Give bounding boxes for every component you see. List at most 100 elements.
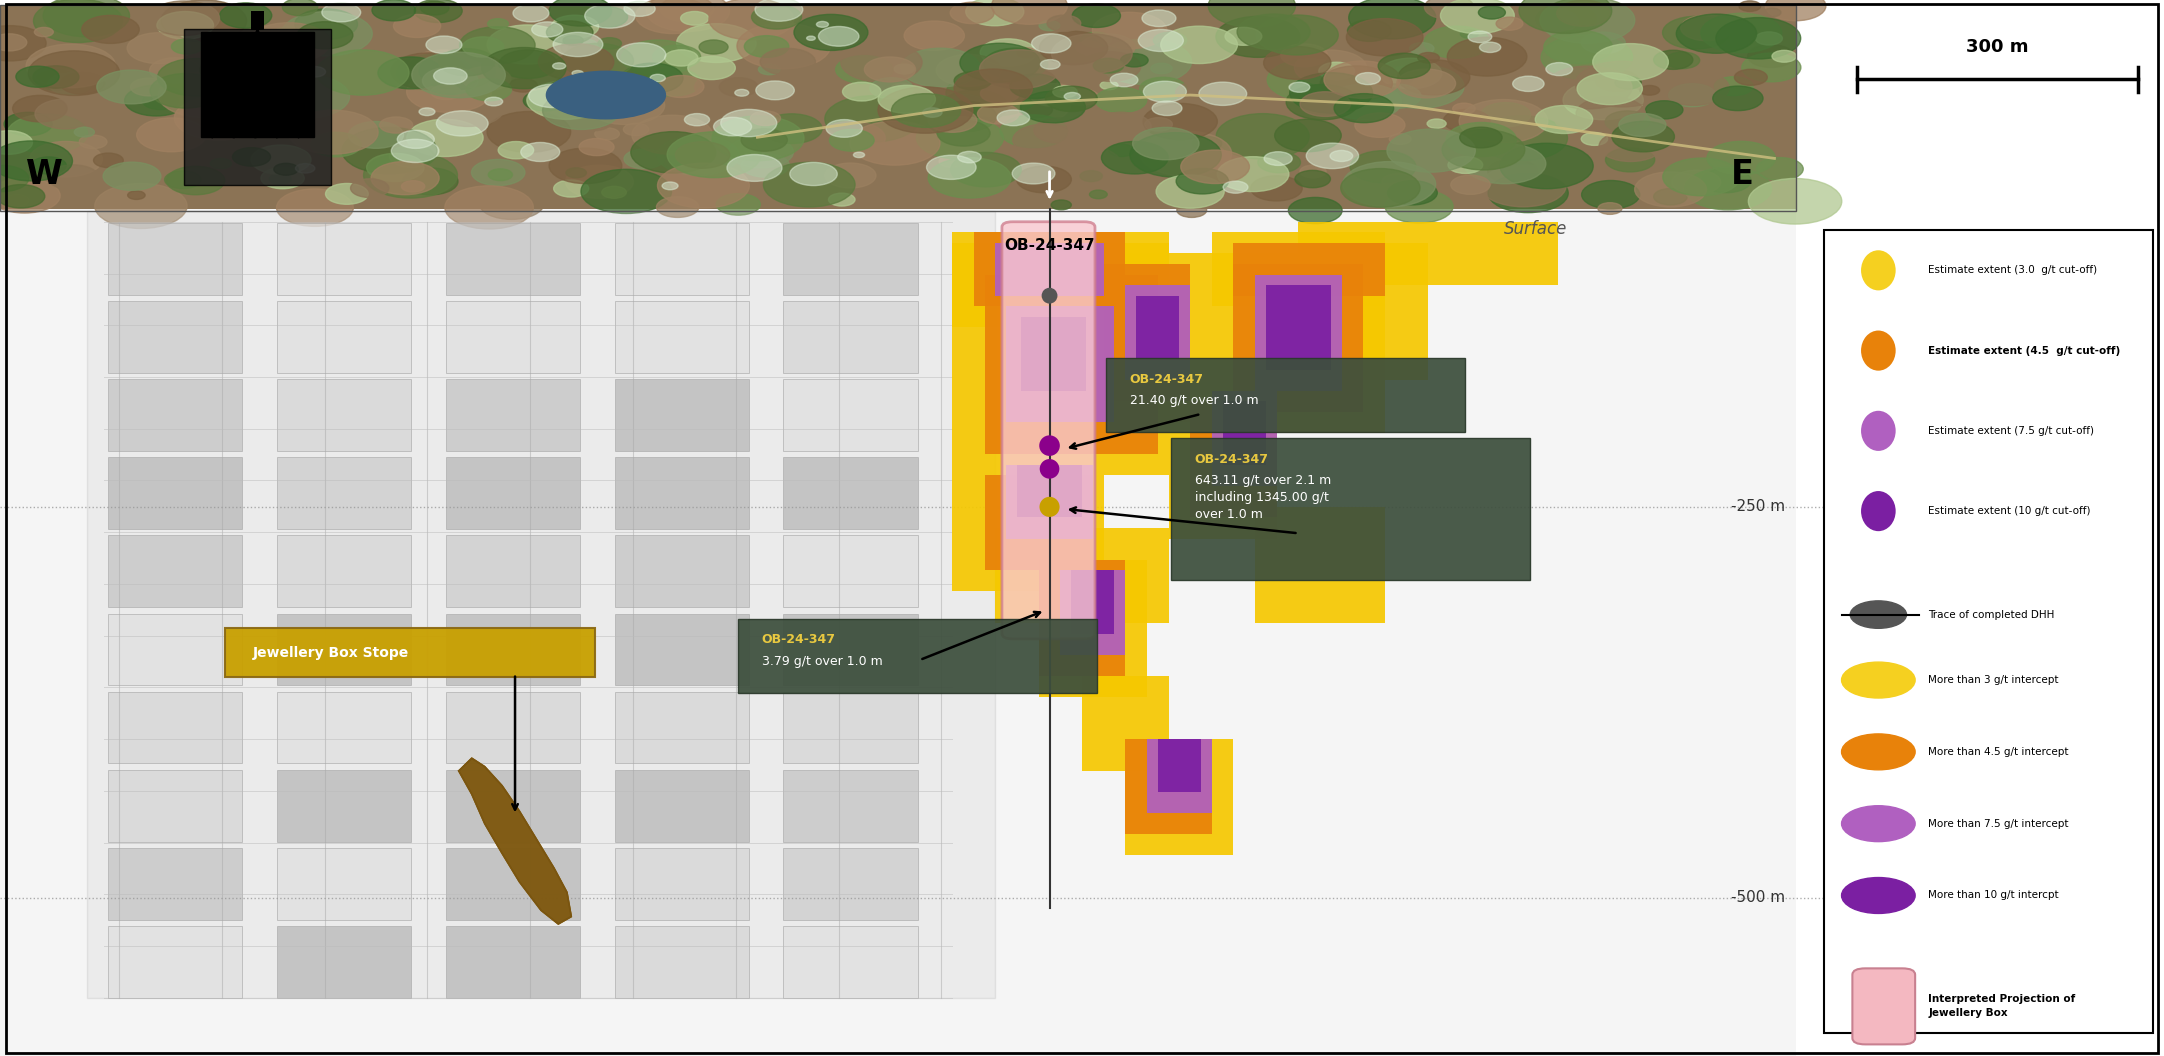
Circle shape [433,92,504,127]
Circle shape [554,33,604,57]
Circle shape [939,155,963,168]
Circle shape [407,119,483,156]
Circle shape [850,121,939,165]
Bar [783,301,918,373]
Bar [952,475,1104,591]
Circle shape [1684,168,1772,210]
Circle shape [522,143,560,162]
Circle shape [744,36,790,57]
Bar [783,614,918,685]
Circle shape [158,58,234,96]
Bar [277,535,411,607]
Circle shape [1238,14,1309,50]
Circle shape [712,116,805,161]
Circle shape [905,21,965,51]
Circle shape [500,50,558,78]
Circle shape [0,185,45,208]
Circle shape [459,26,535,63]
Bar [108,848,242,920]
FancyBboxPatch shape [738,619,1097,693]
Bar [201,32,314,137]
Bar [1169,401,1277,539]
Circle shape [212,177,240,191]
Circle shape [1441,130,1526,170]
Circle shape [160,0,247,41]
Circle shape [1095,88,1147,113]
Circle shape [4,194,28,206]
Circle shape [1443,110,1491,132]
Bar [446,770,580,842]
Circle shape [439,49,496,76]
Circle shape [268,174,292,185]
Bar [446,848,580,920]
Circle shape [223,43,266,64]
Text: 643.11 g/t over 2.1 m
including 1345.00 g/t
over 1.0 m: 643.11 g/t over 2.1 m including 1345.00 … [1195,474,1331,522]
Circle shape [1733,70,1768,86]
Circle shape [645,69,701,96]
Circle shape [740,129,788,151]
Circle shape [221,3,273,29]
Circle shape [933,101,995,132]
Circle shape [1599,131,1662,162]
Bar [1223,401,1266,465]
Circle shape [1218,156,1290,191]
Circle shape [164,171,201,189]
Circle shape [922,108,941,117]
Circle shape [1556,0,1610,26]
Circle shape [526,81,606,119]
Bar [1233,243,1385,296]
Point [1032,460,1067,477]
Bar [783,379,918,451]
Circle shape [649,74,664,81]
Circle shape [1199,82,1246,106]
Circle shape [924,94,995,129]
Circle shape [1424,26,1491,58]
Bar [87,211,995,998]
Bar [108,301,242,373]
Text: W: W [26,157,63,191]
Circle shape [6,114,87,153]
Circle shape [950,2,993,23]
Bar [1158,739,1201,792]
Circle shape [1153,32,1186,49]
Circle shape [1251,175,1303,201]
Circle shape [1294,170,1331,188]
Circle shape [552,15,599,38]
Circle shape [751,4,801,30]
Circle shape [93,153,123,168]
Circle shape [580,138,615,155]
Circle shape [1052,34,1132,73]
Bar [1104,264,1190,401]
Circle shape [478,188,543,220]
Circle shape [281,0,318,16]
Text: Estimate extent (3.0  g/t cut-off): Estimate extent (3.0 g/t cut-off) [1928,265,2097,276]
Bar [108,770,242,842]
Circle shape [379,57,444,89]
Bar [952,232,1169,327]
Circle shape [742,153,790,177]
Circle shape [167,166,225,194]
Circle shape [816,21,829,27]
Circle shape [879,86,935,113]
Circle shape [348,121,403,148]
Circle shape [483,48,567,89]
Circle shape [489,169,513,181]
Bar [277,926,411,998]
Circle shape [74,127,95,137]
Circle shape [1378,53,1430,78]
Circle shape [1099,39,1192,84]
Circle shape [281,12,372,56]
Circle shape [1301,165,1327,178]
Text: OB-24-347: OB-24-347 [1130,373,1203,385]
Circle shape [1348,0,1435,39]
Circle shape [1000,115,1067,148]
Circle shape [667,132,762,177]
Bar [1255,507,1385,623]
Circle shape [586,87,664,125]
Circle shape [1047,15,1080,32]
Circle shape [1536,4,1597,34]
Text: 3.79 g/t over 1.0 m: 3.79 g/t over 1.0 m [762,655,883,667]
Circle shape [699,40,727,54]
Circle shape [1842,806,1915,842]
Circle shape [32,65,78,89]
